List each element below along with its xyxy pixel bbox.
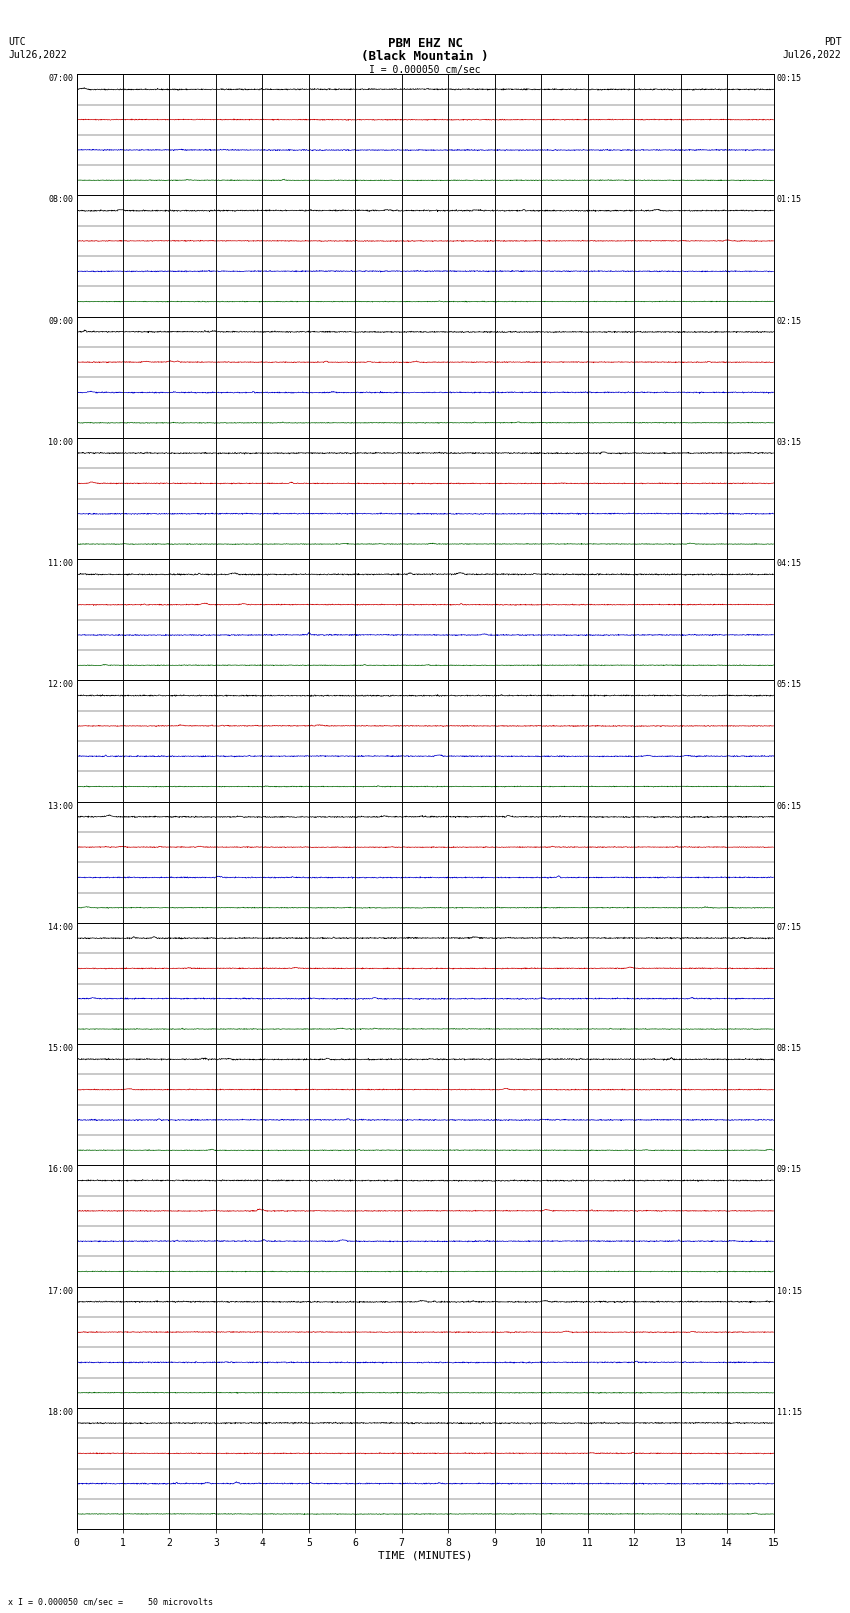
Text: 09:00: 09:00 xyxy=(48,316,73,326)
Text: 17:00: 17:00 xyxy=(48,1287,73,1295)
Text: 05:15: 05:15 xyxy=(777,681,802,689)
X-axis label: TIME (MINUTES): TIME (MINUTES) xyxy=(377,1552,473,1561)
Text: 08:15: 08:15 xyxy=(777,1044,802,1053)
Text: 04:15: 04:15 xyxy=(777,560,802,568)
Text: 16:00: 16:00 xyxy=(48,1165,73,1174)
Text: Jul26,2022: Jul26,2022 xyxy=(783,50,842,60)
Text: 00:15: 00:15 xyxy=(777,74,802,84)
Text: 03:15: 03:15 xyxy=(777,437,802,447)
Text: I = 0.000050 cm/sec: I = 0.000050 cm/sec xyxy=(369,65,481,74)
Text: (Black Mountain ): (Black Mountain ) xyxy=(361,50,489,63)
Text: 10:00: 10:00 xyxy=(48,437,73,447)
Text: PBM EHZ NC: PBM EHZ NC xyxy=(388,37,462,50)
Text: 07:00: 07:00 xyxy=(48,74,73,84)
Text: 01:15: 01:15 xyxy=(777,195,802,205)
Text: 10:15: 10:15 xyxy=(777,1287,802,1295)
Text: 06:15: 06:15 xyxy=(777,802,802,811)
Text: 02:15: 02:15 xyxy=(777,316,802,326)
Text: 09:15: 09:15 xyxy=(777,1165,802,1174)
Text: 07:15: 07:15 xyxy=(777,923,802,932)
Text: UTC: UTC xyxy=(8,37,26,47)
Text: 15:00: 15:00 xyxy=(48,1044,73,1053)
Text: 18:00: 18:00 xyxy=(48,1408,73,1416)
Text: Jul26,2022: Jul26,2022 xyxy=(8,50,67,60)
Text: x I = 0.000050 cm/sec =     50 microvolts: x I = 0.000050 cm/sec = 50 microvolts xyxy=(8,1597,213,1607)
Text: 14:00: 14:00 xyxy=(48,923,73,932)
Text: 11:15: 11:15 xyxy=(777,1408,802,1416)
Text: 11:00: 11:00 xyxy=(48,560,73,568)
Text: PDT: PDT xyxy=(824,37,842,47)
Text: 12:00: 12:00 xyxy=(48,681,73,689)
Text: 08:00: 08:00 xyxy=(48,195,73,205)
Text: 13:00: 13:00 xyxy=(48,802,73,811)
